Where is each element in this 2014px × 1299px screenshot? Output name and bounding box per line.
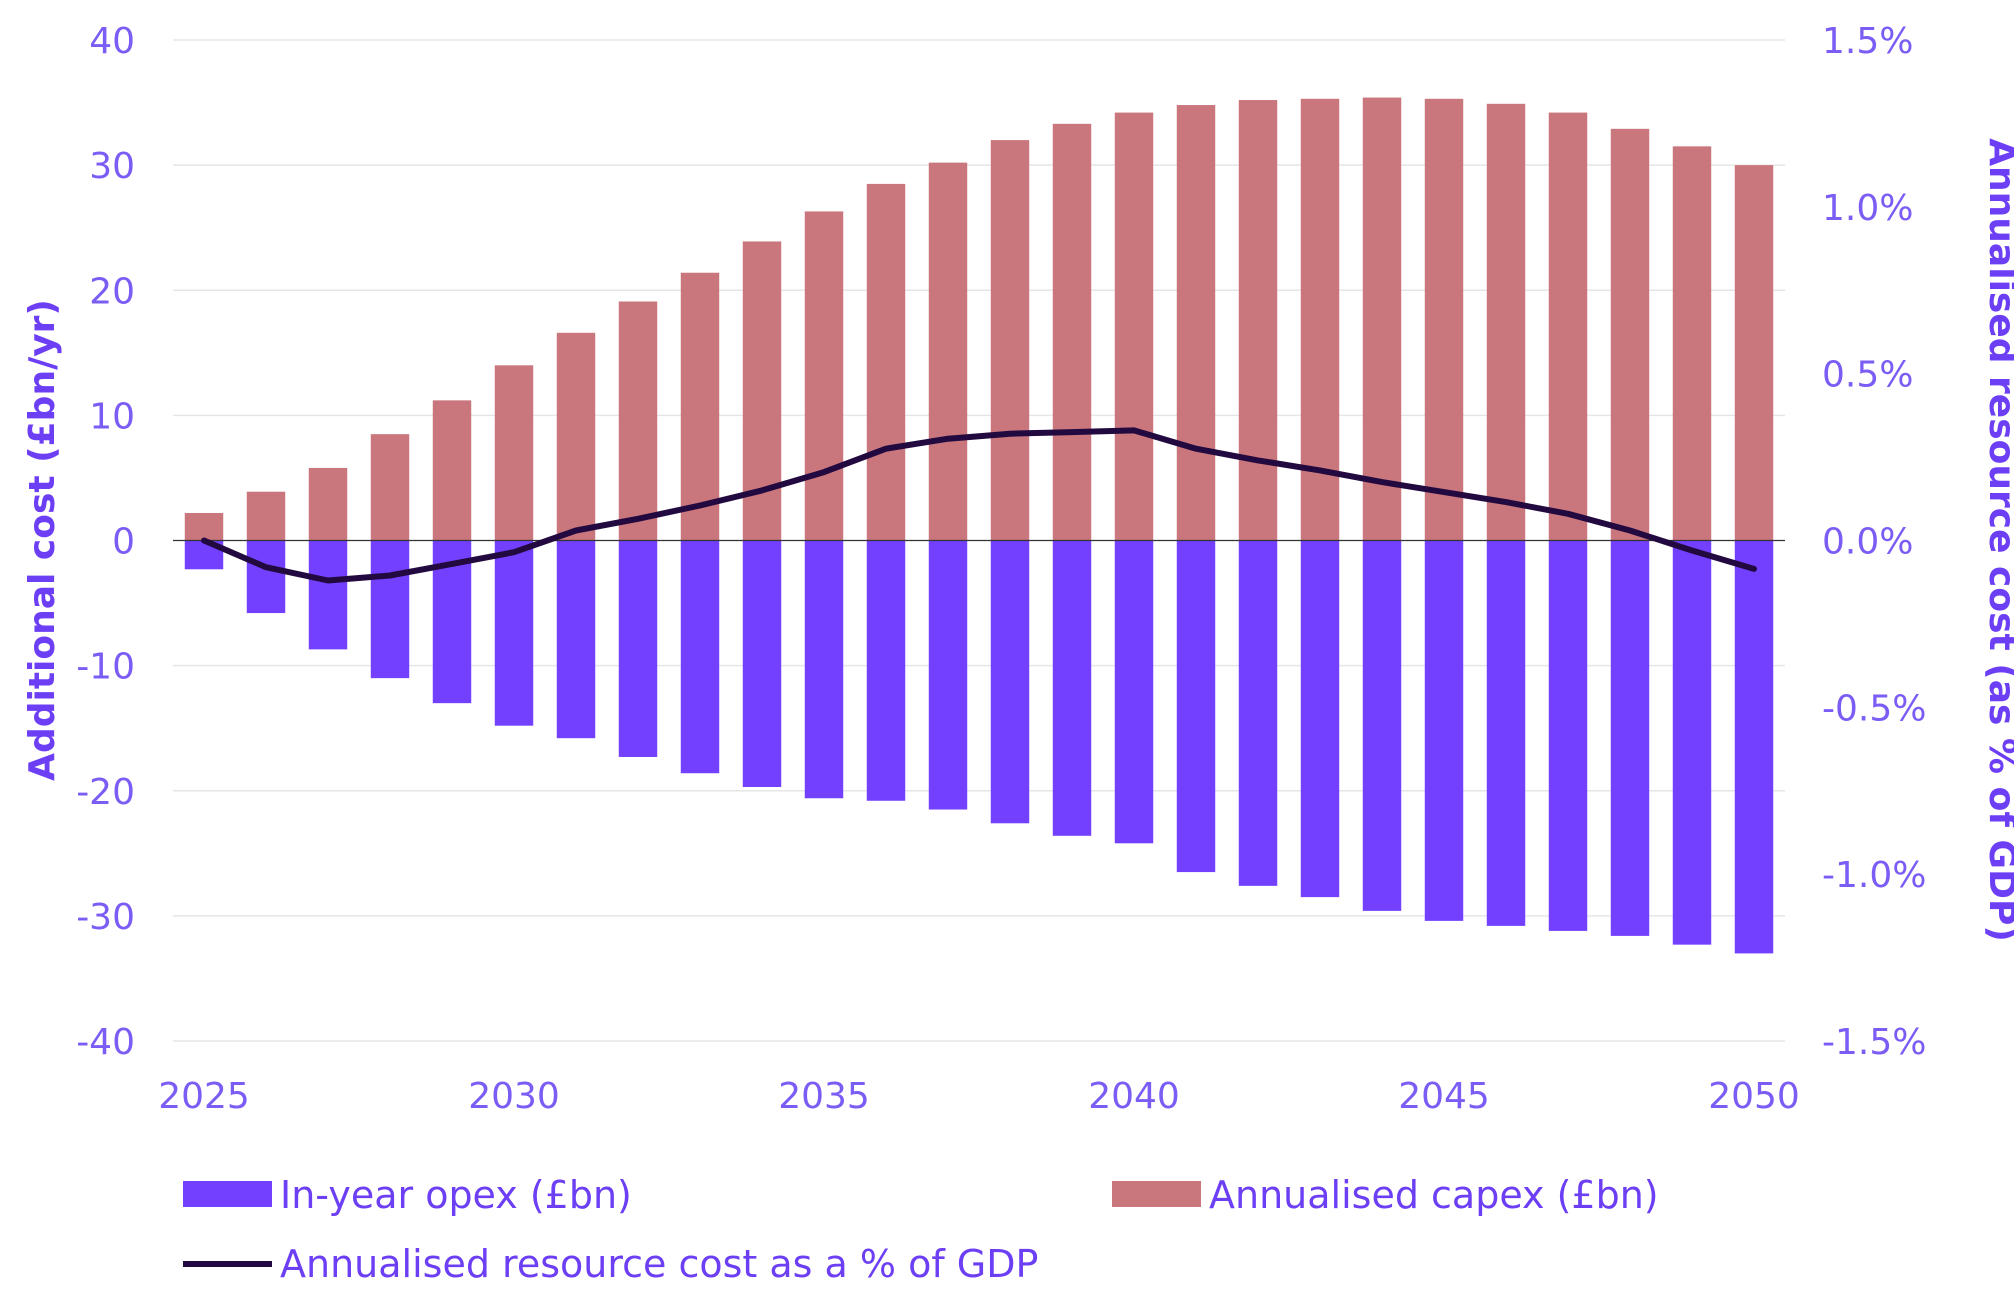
- series-line: [201, 427, 1757, 584]
- y2-tick-label: -0.5%: [1822, 688, 1926, 729]
- y-tick-label: 40: [89, 21, 135, 62]
- y-tick-label: 10: [89, 396, 135, 437]
- bar: [432, 400, 472, 541]
- y-tick-label: -20: [76, 772, 135, 813]
- bar: [1362, 540, 1402, 911]
- bar: [494, 365, 534, 541]
- bar: [1052, 123, 1092, 541]
- x-tick-label: 2045: [1398, 1076, 1490, 1117]
- bar: [804, 540, 844, 799]
- bar: [1114, 540, 1154, 844]
- right-axis-title: Annualised resource cost (as % of GDP): [1981, 138, 2014, 942]
- bar: [742, 540, 782, 787]
- legend-label-resource-cost: Annualised resource cost as a % of GDP: [280, 1242, 1038, 1286]
- bar: [1114, 112, 1154, 541]
- bar: [1486, 103, 1526, 541]
- bar: [1300, 540, 1340, 898]
- y-tick-label: 20: [89, 271, 135, 312]
- y-tick-label: 0: [112, 522, 135, 563]
- y2-tick-label: 0.5%: [1822, 355, 1913, 396]
- bar: [618, 301, 658, 541]
- legend-item-resource-cost: Annualised resource cost as a % of GDP: [183, 1242, 1038, 1286]
- bar: [1176, 540, 1216, 873]
- y-tick-label: -30: [76, 897, 135, 938]
- bar: [1424, 540, 1464, 921]
- x-tick-label: 2040: [1088, 1076, 1180, 1117]
- resource-cost-line: [201, 427, 1757, 584]
- x-tick-label: 2025: [158, 1076, 250, 1117]
- bar: [990, 140, 1030, 541]
- bar: [1362, 97, 1402, 541]
- bar: [1610, 540, 1650, 936]
- y2-tick-label: 1.5%: [1822, 21, 1913, 62]
- legend-swatch-opex: [183, 1181, 272, 1207]
- bar: [680, 272, 720, 541]
- bar: [1734, 165, 1774, 541]
- y2-tick-label: -1.0%: [1822, 855, 1926, 896]
- bar: [866, 183, 906, 541]
- bar: [246, 491, 286, 541]
- legend-label-capex: Annualised capex (£bn): [1209, 1173, 1659, 1217]
- bar: [1424, 98, 1464, 541]
- bar: [556, 332, 596, 541]
- y2-tick-label: -1.5%: [1822, 1022, 1926, 1063]
- bar: [246, 540, 286, 614]
- legend-swatch-capex: [1112, 1181, 1201, 1207]
- x-tick-label: 2050: [1708, 1076, 1800, 1117]
- bar: [370, 434, 410, 541]
- bar: [556, 540, 596, 739]
- legend: In-year opex (£bn) Annualised capex (£bn…: [183, 1173, 1659, 1286]
- legend-label-opex: In-year opex (£bn): [280, 1173, 632, 1217]
- y-tick-label: 30: [89, 146, 135, 187]
- bar: [494, 540, 534, 726]
- y-tick-label: -40: [76, 1022, 135, 1063]
- bar: [1548, 540, 1588, 931]
- bar: [990, 540, 1030, 824]
- bar: [1548, 112, 1588, 541]
- y2-tick-label: 1.0%: [1822, 188, 1913, 229]
- bar: [184, 512, 224, 541]
- bar: [680, 540, 720, 774]
- bar: [866, 540, 906, 801]
- bar: [928, 540, 968, 810]
- bar: [1052, 540, 1092, 836]
- bar: [308, 467, 348, 541]
- bar: [1176, 105, 1216, 541]
- x-tick-label: 2030: [468, 1076, 560, 1117]
- x-axis-ticks: 2025 2030 2035 2040 2045 2050: [158, 1076, 1800, 1117]
- bar: [1238, 540, 1278, 886]
- left-axis-ticks: 40 30 20 10 0 -10 -20 -30 -40: [76, 21, 135, 1063]
- left-axis-title: Additional cost (£bn/yr): [22, 299, 63, 781]
- bar: [1238, 100, 1278, 541]
- bar: [1486, 540, 1526, 926]
- x-tick-label: 2035: [778, 1076, 870, 1117]
- bar: [370, 540, 410, 679]
- y2-tick-label: 0.0%: [1822, 522, 1913, 563]
- bar: [928, 162, 968, 541]
- right-axis-ticks: 1.5% 1.0% 0.5% 0.0% -0.5% -1.0% -1.5%: [1822, 21, 1926, 1063]
- legend-item-opex: In-year opex (£bn): [183, 1173, 632, 1217]
- y-tick-label: -10: [76, 647, 135, 688]
- bar: [618, 540, 658, 757]
- bar: [1610, 128, 1650, 541]
- bar: [804, 211, 844, 541]
- legend-item-capex: Annualised capex (£bn): [1112, 1173, 1659, 1217]
- bar: [1672, 540, 1712, 945]
- bar: [1734, 540, 1774, 954]
- bar: [308, 540, 348, 650]
- bar: [1672, 146, 1712, 541]
- bars: [184, 97, 1774, 954]
